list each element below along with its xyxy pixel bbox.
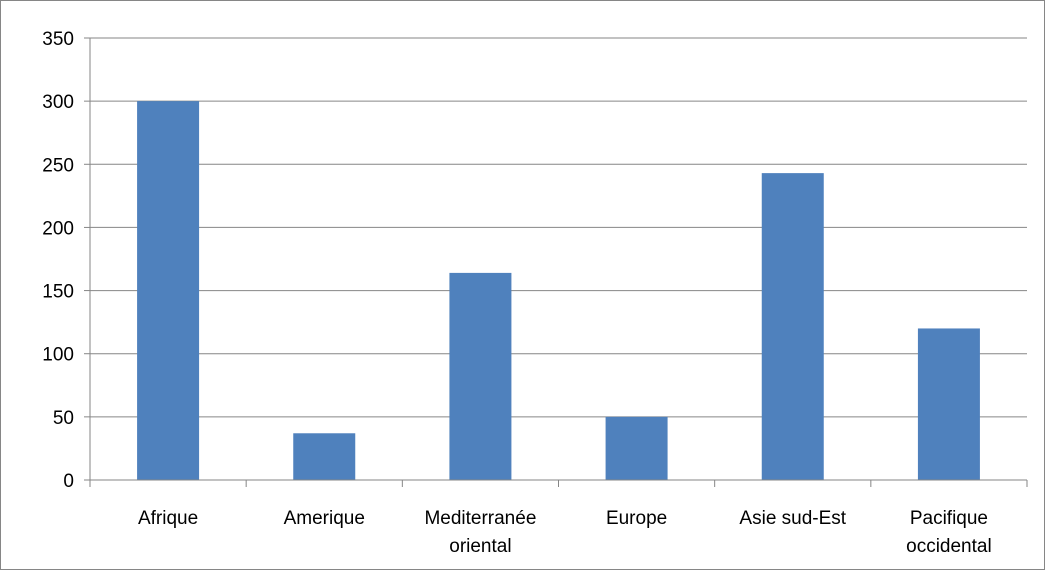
y-tick-labels: 0 50 100 150 200 250 300 350	[42, 29, 74, 492]
y-tick-label: 100	[42, 345, 74, 366]
bar	[293, 433, 356, 480]
x-tick-label: Asie sud-Est	[739, 508, 846, 529]
bars	[137, 101, 980, 481]
bar	[917, 328, 980, 480]
y-tick-label: 200	[42, 218, 74, 239]
y-tick-label: 250	[42, 155, 74, 176]
bar	[605, 416, 668, 480]
x-tick-label: Mediterranée	[424, 508, 536, 529]
bar	[761, 173, 824, 480]
bar	[449, 272, 512, 480]
gridlines	[84, 37, 1027, 481]
y-tick-label: 300	[42, 92, 74, 113]
y-tick-label: 0	[63, 471, 74, 492]
x-tick-labels: Afrique Amerique Mediterranée oriental Europ…	[138, 508, 992, 557]
x-tick-label: Amerique	[284, 508, 365, 529]
x-tick-label: Afrique	[138, 508, 198, 529]
x-tick-label: occidental	[906, 536, 992, 557]
y-tick-label: 350	[42, 29, 74, 50]
x-tick-label: Europe	[606, 508, 667, 529]
y-tick-label: 50	[53, 408, 74, 429]
axes	[89, 38, 1028, 487]
x-tick-label: oriental	[449, 536, 511, 557]
bar	[137, 101, 200, 481]
x-tick-label: Pacifique	[910, 508, 988, 529]
y-tick-label: 150	[42, 282, 74, 303]
